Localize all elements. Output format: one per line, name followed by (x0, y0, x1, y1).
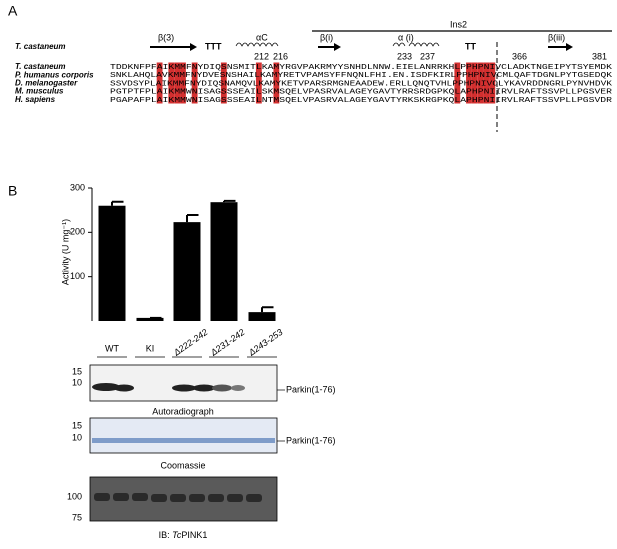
conservation-highlights (156, 62, 496, 104)
band-label: Parkin(1-76) (286, 384, 336, 394)
arrow-heads (190, 43, 573, 51)
ss-label: β(iii) (548, 32, 565, 42)
ss-label: TTT (205, 41, 222, 51)
x-tick-label: WT (105, 343, 119, 353)
species-header: T. castaneum (15, 42, 66, 51)
y-tick-label: 100 (70, 271, 85, 281)
conserved-column (466, 62, 472, 104)
blot-frame (89, 364, 278, 402)
species-name: H. sapiens (15, 95, 56, 104)
conserved-column (255, 62, 262, 104)
blot-caption: IB: TcPINK1 (159, 530, 208, 540)
mw-marker: 10 (72, 377, 82, 387)
mw-marker: 15 (72, 366, 82, 376)
conserved-column (454, 62, 461, 104)
conserved-column (180, 62, 186, 104)
species-name: D. melanogaster (15, 79, 78, 88)
conserved-column (273, 62, 280, 104)
mw-marker: 10 (72, 432, 82, 442)
mw-marker: 75 (72, 512, 82, 522)
species-name: T. castaneum (15, 62, 66, 71)
error-bar (261, 306, 274, 313)
sequence: SSVDSYPLAIKMMFNYDIQSNAMQVLKAMYKETVPARSRM… (110, 80, 613, 88)
blot-frame (89, 417, 278, 454)
x-tick-label: Δ231-242 (208, 327, 247, 358)
caption-part: Tc (172, 530, 182, 540)
x-tick-label: KI (146, 343, 155, 353)
residue-number: 216 (273, 51, 288, 61)
ss-label: Ins2 (450, 19, 467, 29)
blot-bands (92, 383, 245, 392)
mw-marker: 15 (72, 420, 82, 430)
residue-number: 237 (420, 51, 435, 61)
conserved-column (483, 62, 490, 104)
panel-label: A (8, 3, 18, 19)
y-axis-label: Activity (U mg⁻¹) (60, 219, 70, 285)
sequence: PGTPTFPLAIKMMWNISAGSSSEAILSKMSQELVPASRVA… (110, 89, 613, 97)
conserved-column (174, 62, 181, 104)
blot-band (92, 438, 275, 443)
band-label: Parkin(1-76) (286, 435, 336, 445)
bar (136, 317, 164, 321)
sequence: PGAPAFPLAIKMMWNISAGSSSEAILNTMSQELVPASRVA… (110, 97, 613, 105)
helix (235, 42, 279, 47)
blot-caption: Autoradiograph (152, 406, 214, 416)
helix (392, 42, 440, 47)
conserved-column (220, 62, 227, 104)
blot-bands (94, 493, 262, 502)
ss-label: αC (256, 32, 268, 42)
bar (248, 312, 276, 321)
blot-caption: Coomassie (160, 460, 205, 470)
conserved-column (477, 62, 484, 104)
x-tick-label: Δ222-242 (171, 327, 210, 358)
ss-label: TT (465, 41, 476, 51)
ss-label: β(i) (320, 32, 333, 42)
conserved-column (156, 62, 163, 104)
panel-label: B (8, 183, 17, 199)
bar-chart: 100 200 300 WT KI Δ222-242 Δ231-242 Δ243-253 (70, 182, 285, 358)
bar (98, 205, 126, 321)
species-name: M. musculus (15, 87, 64, 96)
alignment: T. castaneum TDDKNFPFAIKMMFNYDIQSNSMITLKA… (15, 62, 613, 105)
x-tick-label: Δ243-253 (246, 327, 285, 358)
error-bar (223, 199, 236, 203)
error-bar (186, 214, 199, 223)
caption-part: IB: (159, 530, 173, 540)
residue-number: 233 (397, 51, 412, 61)
ss-label: β(3) (158, 32, 174, 42)
residue-number: 381 (592, 51, 607, 61)
sequence: TDDKNFPFAIKMMFNYDIQSNSMITLKAMYRGVPAKRMYY… (110, 64, 613, 72)
conserved-column (191, 62, 198, 104)
residue-number: 366 (512, 51, 527, 61)
ss-label: α (i) (398, 32, 414, 42)
bar (173, 222, 201, 321)
caption-part: PINK1 (181, 530, 207, 540)
y-tick-label: 300 (70, 182, 85, 192)
conserved-column (471, 62, 478, 104)
bar (210, 202, 238, 321)
sequence: SNKLAHQLAVKMMFNYDVESNSHAILKAMYRETVPAMSYF… (110, 72, 613, 80)
error-bar (111, 200, 124, 206)
conserved-column (168, 62, 175, 104)
residue-number: 212 (254, 51, 269, 61)
mw-marker: 100 (67, 491, 82, 501)
y-tick-label: 200 (70, 227, 85, 237)
conserved-column (489, 62, 496, 104)
species-name: P. humanus corporis (15, 70, 94, 79)
